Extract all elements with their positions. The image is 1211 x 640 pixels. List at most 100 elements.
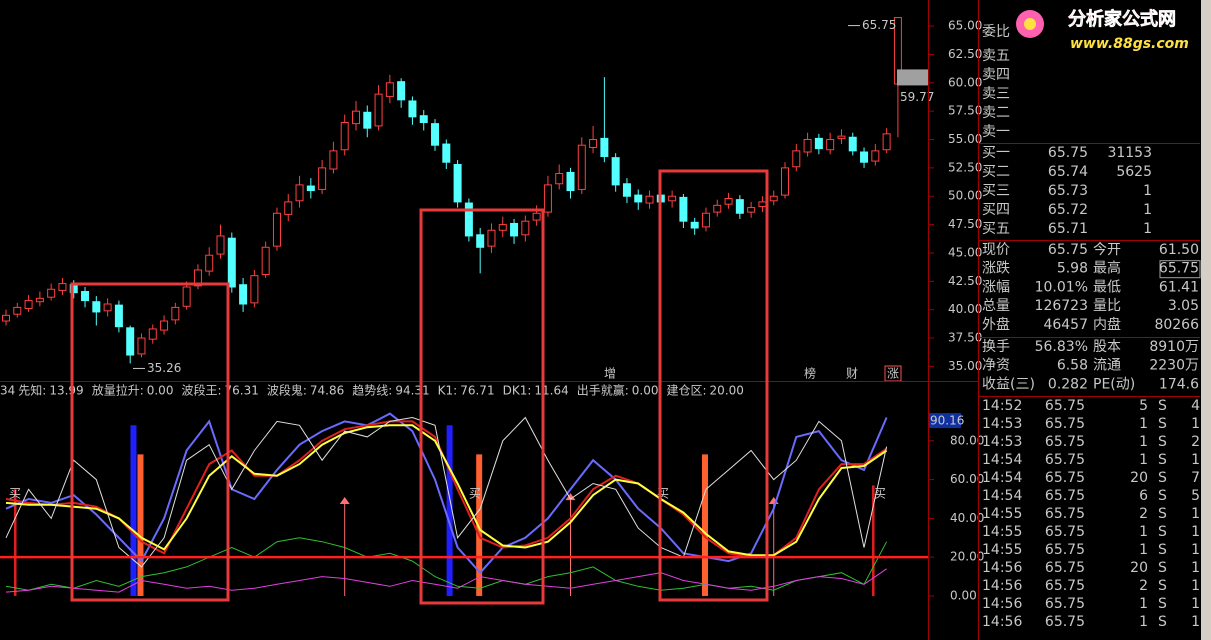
candle-body [374, 93, 383, 127]
signal-label: 买 [874, 487, 886, 501]
tick-cell: 14:53 [982, 434, 1022, 450]
candle-body [272, 212, 281, 247]
signal-arrow-head [565, 493, 576, 501]
readout-label: K1: [438, 384, 458, 398]
marker: 榜 [804, 366, 816, 381]
tick-cell: S [1158, 524, 1167, 540]
indicator-line [5, 416, 888, 568]
signal-line [872, 485, 875, 596]
signal-bar [476, 454, 483, 596]
candle-body [363, 111, 372, 129]
tick-cell: 1 [1191, 560, 1200, 576]
indicator-line [5, 537, 888, 591]
tick-cell: 2 [1191, 434, 1200, 450]
readout-label: 34 [0, 384, 15, 398]
tick-cell: 1 [1191, 506, 1200, 522]
candle-body [510, 222, 519, 237]
candle-body [81, 291, 90, 302]
candle-body [351, 110, 360, 125]
tick-cell: S [1158, 578, 1167, 594]
stat-label: 股本 [1093, 339, 1121, 355]
tick-cell: S [1158, 596, 1167, 612]
candle-body [453, 163, 462, 203]
candle-body [227, 237, 236, 288]
tick-cell: S [1158, 614, 1167, 630]
candle-body [13, 306, 22, 315]
y-tick-label: 57.50 [948, 104, 982, 118]
candle-body [329, 150, 338, 170]
candle-body [340, 122, 349, 151]
candle-body [543, 184, 552, 213]
stat-label: 涨跌 [982, 261, 1010, 277]
y-tick-label: 35.00 [948, 359, 982, 373]
stat-value: 65.75 [1048, 242, 1088, 258]
marker: 增 [604, 367, 616, 381]
candle-body [476, 234, 485, 248]
candle-body [487, 229, 496, 247]
tick-cell: S [1158, 488, 1167, 504]
label: 委比 [982, 24, 1010, 40]
readout-value: 11.64 [534, 384, 568, 398]
y-tick-label: 40.00 [948, 302, 982, 316]
stat-value: 2230万 [1149, 358, 1199, 374]
candle-body [826, 139, 835, 151]
axis-tag-box [928, 413, 961, 429]
tick-cell: 20 [1130, 560, 1148, 576]
ask-label: 卖四 [982, 67, 1010, 83]
tick-cell: 1 [1191, 578, 1200, 594]
candle-body [701, 212, 710, 228]
scrollbar [1201, 0, 1211, 640]
y-tick-label: 55.00 [948, 132, 982, 146]
ask-label: 卖三 [982, 86, 1010, 102]
candle-body [498, 224, 507, 231]
tick-cell: S [1158, 560, 1167, 576]
tick-cell: 4 [1191, 398, 1200, 414]
candle-body [611, 157, 620, 186]
tick-cell: 65.75 [1045, 488, 1085, 504]
candle-body [261, 246, 270, 276]
candle-body [205, 254, 214, 272]
stat-label: 涨幅 [982, 279, 1010, 295]
candle-body [871, 150, 880, 162]
candle-body [47, 288, 56, 298]
candle-body [408, 100, 417, 118]
stat-label: 现价 [982, 242, 1010, 258]
candle-body [679, 196, 688, 222]
marker: 财 [846, 367, 858, 381]
tick-cell: 14:54 [982, 470, 1022, 486]
candle-body [724, 198, 733, 205]
y-tick-label: 40.00 [950, 511, 984, 525]
tick-cell: 7 [1191, 470, 1200, 486]
readout-value: 0.00 [147, 384, 174, 398]
tick-cell: 20 [1130, 470, 1148, 486]
candle-body [758, 201, 767, 207]
bid-volume: 1 [1143, 221, 1152, 237]
candle-body [555, 173, 564, 185]
tick-cell: S [1158, 542, 1167, 558]
tick-cell: S [1158, 470, 1167, 486]
stat-label: 流通 [1093, 358, 1121, 374]
readout-value: 0.00 [632, 384, 659, 398]
candle-body [589, 139, 598, 148]
readout-value: 74.86 [310, 384, 344, 398]
signal-label: 买 [9, 487, 21, 501]
bid-price: 65.71 [1048, 221, 1088, 237]
price-tag-box [897, 69, 928, 86]
highlight-boxes [70, 169, 769, 605]
price-tag-label: 59.77 [900, 90, 934, 104]
candle-body [521, 220, 530, 236]
stat-value: 56.83% [1035, 339, 1088, 355]
stat-value: 6.58 [1057, 358, 1088, 374]
candle-body [397, 81, 406, 101]
candle-body [126, 327, 135, 356]
tick-cell: 1 [1139, 416, 1148, 432]
candle-body [464, 202, 473, 237]
tick-cell: 65.75 [1045, 452, 1085, 468]
candle-body [148, 328, 157, 340]
candle-body [92, 301, 101, 313]
tick-cell: 14:55 [982, 542, 1022, 558]
